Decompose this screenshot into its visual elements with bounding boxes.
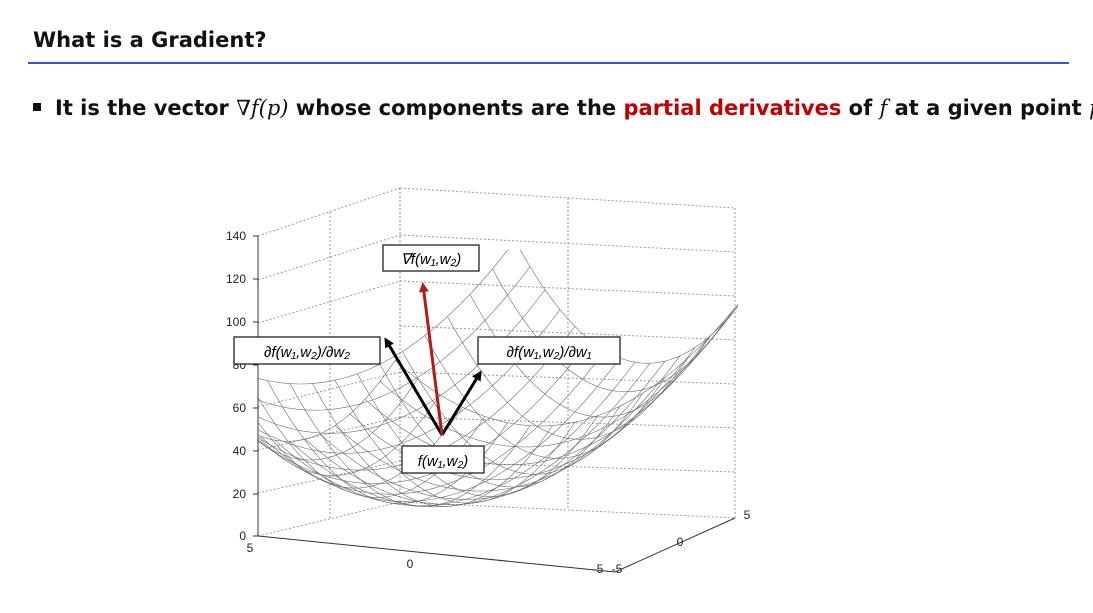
- z-axis-ticks: 140 120 100 80 60 40 20 0: [226, 229, 258, 543]
- bullet-text-1: It is the vector: [55, 96, 237, 120]
- front-axes: [257, 236, 736, 573]
- point-label: f(w₁,w₂): [418, 453, 468, 470]
- highlight-partial-derivatives: partial derivatives: [623, 96, 842, 120]
- bullet-square-icon: [33, 103, 41, 111]
- base-axis-ticks: 5 0 -5 -5 0 5: [247, 508, 751, 576]
- mesh-line-v: [274, 362, 636, 507]
- z-tick-60: 60: [233, 401, 247, 415]
- slide-title: What is a Gradient?: [33, 28, 267, 52]
- y-tick-5: 5: [744, 508, 751, 522]
- gradient-symbol: ∇f(p): [236, 96, 289, 120]
- gradient-arrow: [418, 282, 444, 436]
- gradient-label: ∇f(w₁,w₂): [401, 251, 461, 268]
- point-label-box: f(w₁,w₂): [401, 445, 485, 474]
- mesh-line-u: [334, 380, 576, 504]
- function-symbol: f: [879, 96, 888, 120]
- y-tick-0: 0: [677, 535, 684, 549]
- mesh-line-v: [394, 303, 738, 427]
- z-tick-40: 40: [233, 444, 247, 458]
- mesh-line-u: [402, 351, 643, 475]
- bullet-text-3: of: [841, 96, 880, 120]
- partial-w1-label: ∂f(w₁,w₂)/∂w₁: [507, 344, 592, 361]
- partial-w2-label: ∂f(w₁,w₂)/∂w₂: [264, 344, 350, 361]
- gradient-label-box: ∇f(w₁,w₂): [382, 244, 480, 272]
- mesh-line-u: [519, 250, 738, 364]
- surface-mesh: [258, 250, 738, 508]
- mesh-line-v: [364, 321, 726, 466]
- point-symbol: p: [1089, 96, 1093, 120]
- x-tick-minus5: -5: [593, 562, 604, 576]
- mesh-line-v: [304, 361, 666, 506]
- mesh-line-u: [267, 380, 508, 504]
- bullet-item: It is the vector ∇f(p) whose components …: [33, 96, 1093, 120]
- mesh-line-u: [357, 373, 598, 497]
- z-tick-0: 0: [239, 529, 246, 543]
- z-tick-140: 140: [226, 229, 246, 243]
- x-tick-0: 0: [407, 557, 414, 571]
- z-tick-20: 20: [233, 487, 247, 501]
- gradient-surface-figure: 140 120 100 80 60 40 20 0 5 0 -5 -5 0 5 …: [226, 187, 751, 576]
- x-tick-5: 5: [247, 541, 254, 555]
- z-tick-100: 100: [226, 315, 246, 329]
- mesh-line-u: [492, 268, 733, 393]
- y-tick-minus5: -5: [612, 562, 623, 576]
- bullet-text-4: at a given point: [887, 96, 1089, 120]
- partial-w1-label-box: ∂f(w₁,w₂)/∂w₁: [477, 336, 621, 365]
- bullet-text-2: whose components are the: [288, 96, 624, 120]
- partial-w2-arrow: [384, 337, 444, 436]
- title-underline: [28, 62, 1069, 64]
- mesh-line-u: [258, 396, 486, 498]
- mesh-line-v: [319, 355, 681, 500]
- mesh-line-u: [289, 383, 531, 507]
- z-tick-120: 120: [226, 272, 246, 286]
- partial-w1-arrow: [440, 370, 482, 436]
- mesh-line-v: [258, 309, 561, 454]
- partial-w2-label-box: ∂f(w₁,w₂)/∂w₂: [233, 336, 381, 365]
